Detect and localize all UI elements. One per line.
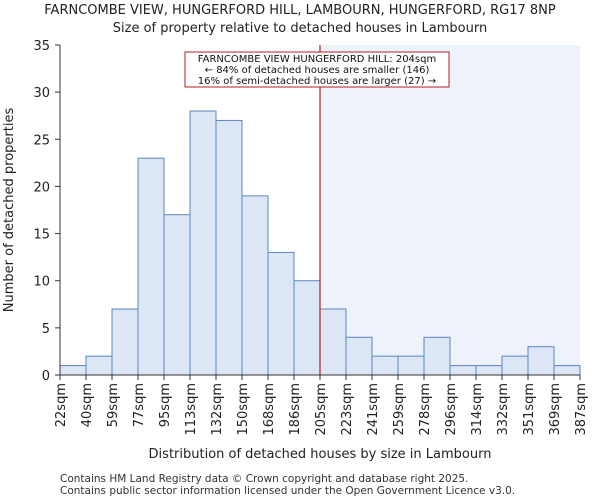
x-tick-label: 278sqm (418, 383, 433, 436)
annotation-box: FARNCOMBE VIEW HUNGERFORD HILL: 204sqm ←… (184, 51, 450, 88)
x-tick-label: 241sqm (366, 383, 381, 436)
larger-region-highlight (320, 45, 580, 375)
bar-18 (527, 346, 555, 376)
bar-6 (215, 119, 243, 376)
y-tick-label: 35 (33, 39, 50, 54)
bar-10 (319, 308, 347, 376)
y-tick-label: 10 (33, 275, 50, 290)
x-tick-label: 314sqm (470, 383, 485, 436)
x-tick-label: 223sqm (340, 383, 355, 436)
x-tick-label: 296sqm (444, 383, 459, 436)
y-tick-label: 25 (33, 133, 50, 148)
x-axis-label: Distribution of detached houses by size … (149, 447, 492, 462)
annotation-line-3: 16% of semi-detached houses are larger (… (198, 76, 436, 87)
x-axis-ticks: 22sqm 40sqm 59sqm 77sqm 95sqm 113sqm 132sqm 150… (54, 375, 589, 436)
bar-9 (293, 280, 321, 376)
x-tick-label: 132sqm (210, 383, 225, 436)
x-tick-label: 113sqm (184, 383, 199, 436)
x-tick-label: 22sqm (54, 383, 69, 427)
bar-0 (59, 365, 87, 376)
bar-16 (475, 365, 503, 376)
bar-11 (345, 336, 373, 376)
bar-4 (163, 214, 191, 376)
x-tick-label: 332sqm (496, 383, 511, 436)
annotation-line-2: ← 84% of detached houses are smaller (14… (205, 65, 430, 76)
footer-line-2: Contains public sector information licen… (60, 485, 516, 497)
x-tick-label: 351sqm (522, 383, 537, 436)
annotation-line-1: FARNCOMBE VIEW HUNGERFORD HILL: 204sqm (198, 54, 436, 65)
bar-2 (111, 308, 139, 376)
y-tick-label: 15 (33, 228, 50, 243)
footer-line-1: Contains HM Land Registry data © Crown c… (60, 473, 469, 485)
bar-14 (423, 336, 451, 376)
bar-1 (85, 355, 113, 376)
bar-3 (137, 157, 165, 376)
x-tick-label: 77sqm (132, 383, 147, 427)
x-tick-label: 205sqm (314, 383, 329, 436)
bar-7 (241, 195, 269, 376)
bar-15 (449, 365, 477, 376)
y-tick-label: 0 (42, 369, 50, 384)
x-tick-label: 150sqm (236, 383, 251, 436)
chart-subtitle: Size of property relative to detached ho… (112, 21, 488, 36)
bar-19 (553, 365, 581, 376)
bar-12 (371, 355, 399, 376)
x-tick-label: 259sqm (392, 383, 407, 436)
y-axis-label: Number of detached properties (2, 108, 17, 313)
x-tick-label: 369sqm (548, 383, 563, 436)
bar-5 (189, 110, 217, 376)
x-tick-label: 186sqm (288, 383, 303, 436)
bar-13 (397, 355, 425, 376)
chart-title: FARNCOMBE VIEW, HUNGERFORD HILL, LAMBOUR… (44, 3, 556, 18)
bar-17 (501, 355, 529, 376)
x-tick-label: 95sqm (158, 383, 173, 427)
annotation-border (184, 51, 450, 88)
y-tick-label: 20 (33, 180, 50, 195)
y-tick-label: 5 (42, 322, 50, 337)
x-tick-label: 168sqm (262, 383, 277, 436)
y-tick-label: 30 (33, 86, 50, 101)
bar-8 (267, 251, 295, 376)
bars-group (59, 110, 581, 376)
x-tick-label: 40sqm (80, 383, 95, 427)
x-tick-label: 387sqm (574, 383, 589, 436)
x-tick-label: 59sqm (106, 383, 121, 427)
y-axis-ticks: 0 5 10 15 20 25 30 35 (33, 39, 60, 384)
